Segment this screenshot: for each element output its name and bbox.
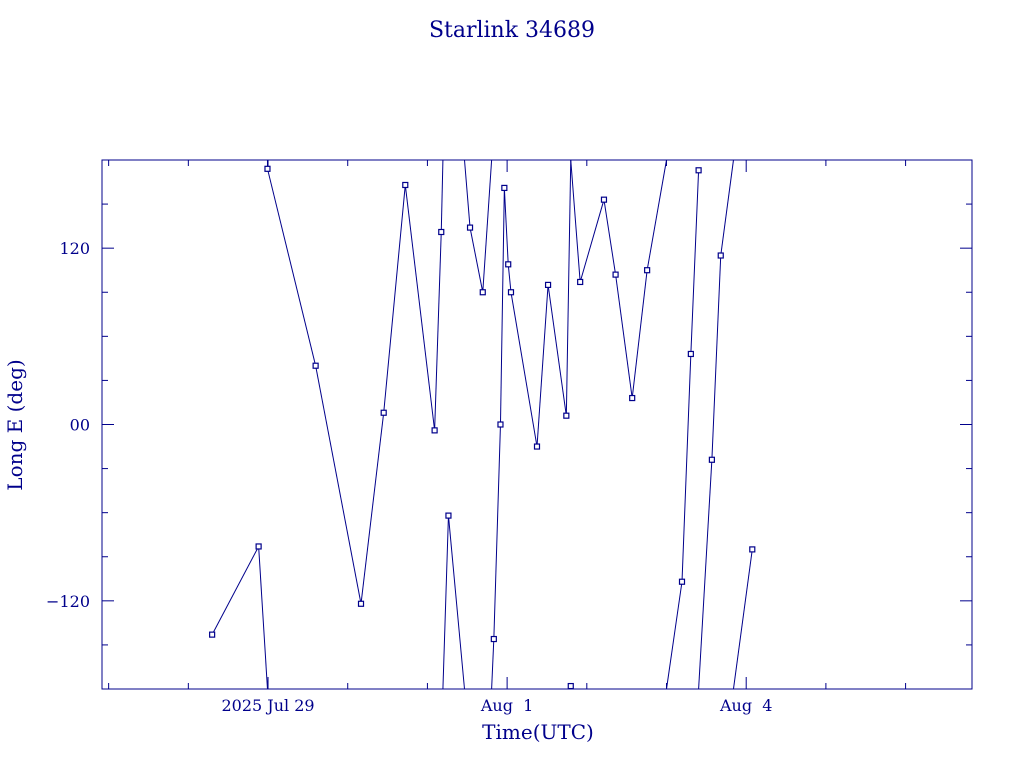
series-segment <box>507 264 512 293</box>
axis-tick-labels: 2025 Jul 29 Aug 1 Aug 4 −120 00 120 <box>46 239 772 715</box>
data-point <box>479 289 486 296</box>
series-segment <box>681 353 692 582</box>
data-point <box>749 546 756 553</box>
series-segment <box>482 159 493 293</box>
series-segment <box>360 412 385 604</box>
series-segment <box>434 231 442 431</box>
y-tick-label: −120 <box>46 592 90 611</box>
data-point <box>466 224 474 231</box>
series-segment <box>503 187 509 265</box>
data-point <box>612 271 619 278</box>
data-point <box>402 181 409 189</box>
data-point <box>644 267 651 274</box>
data-point <box>357 600 365 607</box>
x-tick-label: Aug 4 <box>719 696 772 715</box>
data-point <box>600 196 608 203</box>
series-segment <box>211 546 260 635</box>
series-segment <box>315 365 362 604</box>
x-tick-label: 2025 Jul 29 <box>221 696 314 715</box>
series-segment <box>447 515 465 690</box>
data-point <box>438 228 445 236</box>
data-point <box>497 421 504 428</box>
data-point <box>544 281 552 289</box>
data-point <box>567 682 574 690</box>
series-segment <box>258 546 268 690</box>
series-segment <box>266 168 317 366</box>
series-segment <box>469 227 484 293</box>
data-point <box>431 427 438 434</box>
series-segment <box>711 255 722 460</box>
series-segment <box>690 170 700 354</box>
series-segment <box>491 639 495 690</box>
y-tick-label: 00 <box>70 416 90 435</box>
data-point <box>708 456 715 463</box>
data-point <box>533 443 541 450</box>
data-point <box>629 394 636 402</box>
series-segment <box>646 159 667 271</box>
data-point <box>717 252 724 259</box>
data-point <box>380 409 387 416</box>
data-point <box>563 412 570 419</box>
data-point <box>445 512 452 519</box>
series-segment <box>440 159 444 233</box>
axis-ticks <box>102 159 972 690</box>
series-segment <box>547 284 567 416</box>
series-segment <box>464 159 471 228</box>
chart-title: Starlink 34689 <box>429 18 595 43</box>
data-point <box>687 350 694 358</box>
series-segment <box>720 159 734 256</box>
y-axis-label: Long E (deg) <box>3 359 27 490</box>
data-point <box>255 543 262 550</box>
series-segment <box>536 284 549 447</box>
series-segment <box>615 274 633 399</box>
series-segment <box>698 459 713 690</box>
series-segment <box>603 199 617 275</box>
series-segment <box>666 581 683 690</box>
x-tick-label: Aug 1 <box>480 696 533 715</box>
series-segment <box>404 184 436 431</box>
series-segment <box>442 515 449 690</box>
series-segment <box>631 270 648 399</box>
y-tick-label: 120 <box>59 239 90 258</box>
data-point <box>312 362 319 369</box>
series-segment <box>732 549 753 690</box>
x-axis-label: Time(UTC) <box>482 720 594 744</box>
series-segment <box>493 424 501 640</box>
data-point <box>209 631 216 638</box>
plot-frame <box>101 159 973 690</box>
data-point <box>505 261 512 268</box>
series-segment <box>383 184 406 413</box>
data-point <box>678 578 686 585</box>
series-segment <box>510 292 538 447</box>
series-segment <box>570 159 581 283</box>
data-point <box>695 167 702 174</box>
data-point <box>501 184 508 192</box>
data-point <box>264 165 271 172</box>
series-segment <box>565 159 572 416</box>
series-segment <box>579 199 605 283</box>
series-segment <box>499 187 505 425</box>
data-point <box>577 278 584 286</box>
data-point <box>507 289 515 296</box>
series-longitude <box>209 159 756 690</box>
data-point <box>490 635 497 643</box>
